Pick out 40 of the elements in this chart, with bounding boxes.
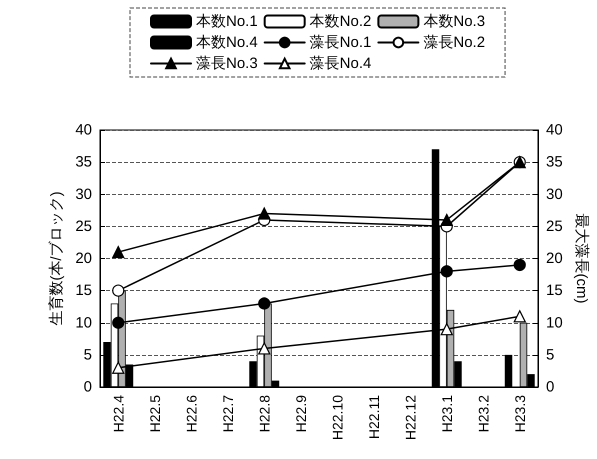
- y2-axis-title: 最大藻長(cm): [573, 214, 590, 304]
- x-tick-label: H22.12: [402, 394, 418, 440]
- y2-tick-label: 15: [546, 282, 563, 300]
- legend-label: 藻長No.4: [310, 55, 372, 72]
- x-tick-label: H22.4: [110, 394, 126, 432]
- x-tick-label: H22.8: [256, 394, 272, 432]
- y-tick-label: 40: [75, 122, 92, 138]
- legend-label: 本数No.3: [423, 13, 486, 30]
- x-tick-label: H22.7: [220, 394, 236, 432]
- y-tick-label: 30: [75, 186, 92, 203]
- legend-label: 藻長No.2: [423, 34, 486, 51]
- y-tick-label: 5: [84, 346, 92, 364]
- y2-tick-label: 20: [546, 250, 563, 267]
- y-tick-label: 10: [75, 314, 92, 332]
- y2-tick-label: 5: [546, 346, 554, 364]
- legend-label: 本数No.1: [196, 13, 258, 30]
- y2-tick-label: 10: [546, 314, 563, 332]
- legend-label: 藻長No.3: [196, 55, 258, 72]
- x-tick-label: H22.9: [292, 394, 309, 432]
- y-tick-label: 0: [84, 378, 92, 396]
- y2-tick-label: 35: [546, 154, 563, 171]
- x-tick-label: H22.6: [183, 394, 200, 432]
- legend-label: 本数No.4: [196, 34, 258, 51]
- x-tick-label: H22.10: [329, 394, 346, 440]
- x-tick-label: H23.2: [475, 394, 492, 432]
- y-tick-label: 35: [75, 154, 92, 171]
- y2-tick-label: 30: [546, 186, 563, 203]
- y2-tick-label: 0: [546, 378, 554, 396]
- x-tick-label: H23.3: [512, 394, 528, 432]
- y-axis-title: 生育数(本/ブロック): [48, 191, 65, 326]
- y2-tick-label: 25: [546, 218, 563, 235]
- x-tick-label: H22.11: [366, 394, 382, 440]
- x-tick-label: H22.5: [146, 394, 163, 432]
- legend-label: 本数No.2: [310, 13, 372, 30]
- x-tick-label: H23.1: [438, 394, 455, 432]
- y-tick-label: 20: [75, 250, 92, 267]
- y-tick-label: 25: [75, 218, 92, 235]
- legend-label: 藻長No.1: [310, 34, 372, 51]
- y-tick-label: 15: [75, 282, 92, 300]
- y2-tick-label: 40: [546, 122, 563, 138]
